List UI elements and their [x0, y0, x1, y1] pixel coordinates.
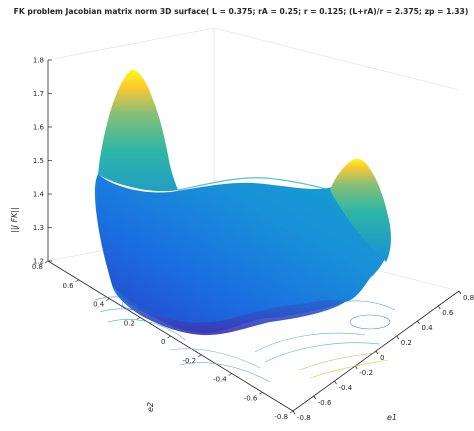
y-tick-mark	[136, 316, 141, 320]
z-tick-label: 1.8	[33, 57, 44, 65]
z-tick-label: 1.3	[33, 224, 44, 232]
surface-plot	[94, 69, 391, 336]
y-axis-label: e2	[146, 402, 155, 412]
surface-front-valley	[112, 285, 345, 336]
surface-body	[94, 169, 391, 334]
y-tick-mark	[289, 410, 294, 414]
x-tick-mark	[292, 410, 296, 415]
x-axis-label: e1	[387, 413, 397, 422]
x-tick-mark	[334, 380, 337, 385]
y-tick-label: 0.2	[124, 319, 135, 327]
x-tick-label: -0.2	[359, 369, 373, 377]
x-tick-mark	[396, 335, 400, 340]
surface-ridge	[177, 177, 331, 191]
y-tick-label: -0.8	[274, 413, 288, 421]
y-tick-mark	[44, 260, 49, 264]
x-tick-label: -0.6	[318, 399, 332, 407]
y-tick-mark	[197, 354, 202, 358]
y-tick-label: 0.4	[93, 301, 105, 309]
x-tick-label: -0.4	[339, 384, 353, 392]
y-tick-mark	[228, 373, 232, 376]
y-tick-label: -0.4	[213, 376, 227, 384]
y-tick-label: -0.6	[244, 394, 258, 402]
y-tick-mark	[106, 298, 110, 301]
z-tick-label: 1.2	[33, 258, 44, 266]
z-tick-label: 1.7	[33, 90, 44, 98]
chart-title: FK problem Jacobian matrix norm 3D surfa…	[14, 7, 469, 16]
x-tick-label: 0.8	[463, 294, 474, 302]
x-tick-mark	[354, 365, 358, 370]
x-tick-label: -0.8	[297, 414, 311, 422]
x-tick-label: 0.2	[401, 339, 412, 347]
y-tick-mark	[75, 279, 79, 283]
x-tick-label: 0	[380, 354, 384, 362]
x-tick-mark	[417, 320, 420, 325]
z-axis-label: ||J FK||	[10, 207, 19, 233]
y-tick-label: 0	[161, 338, 165, 346]
z-axis-ticks: 1.2 1.3 1.4 1.5 1.6 1.7 1.8	[33, 57, 52, 266]
y-tick-label: 0.6	[62, 282, 74, 290]
x-axis-ticks: -0.8 -0.6 -0.4 -0.2 0 0.2 0.4 0.6 0.8	[292, 290, 474, 422]
peak-right	[330, 158, 391, 262]
y-tick-mark	[259, 391, 263, 395]
x-tick-label: 0.6	[442, 309, 454, 317]
y-tick-mark	[167, 335, 171, 339]
z-tick-label: 1.6	[33, 124, 45, 132]
x-tick-mark	[313, 395, 317, 400]
y-tick-label: 0.8	[32, 263, 43, 271]
x-tick-mark	[458, 290, 462, 295]
y-tick-label: -0.2	[182, 357, 196, 365]
peak-left	[96, 69, 178, 215]
x-tick-label: 0.4	[422, 324, 434, 332]
x-tick-mark	[437, 305, 441, 310]
z-tick-label: 1.4	[33, 191, 45, 199]
z-tick-label: 1.5	[33, 157, 44, 165]
y-axis-ticks: -0.8 -0.6 -0.4 -0.2 0 0.2 0.4 0.6 0.8	[32, 260, 294, 421]
